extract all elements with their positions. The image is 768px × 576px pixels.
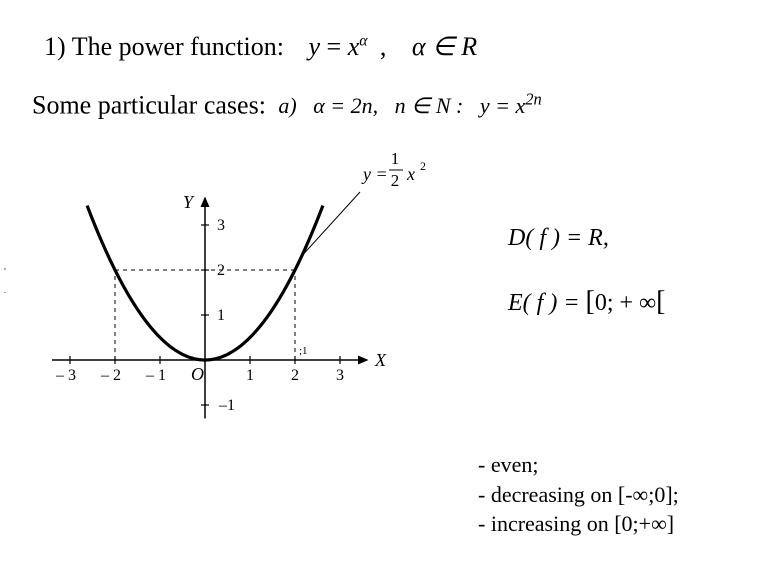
svg-text:1: 1 <box>391 149 400 168</box>
svg-text:O: O <box>191 364 204 384</box>
chart-svg: – 3– 2– 1123–1123OXY1y = 2 x2;1 <box>30 140 450 430</box>
svg-text:2: 2 <box>291 367 299 384</box>
prop-even: - even; <box>478 450 679 480</box>
subtitle-text: Some particular cases: <box>32 90 266 119</box>
svg-text:1: 1 <box>246 367 254 384</box>
parabola-chart: – 3– 2– 1123–1123OXY1y = 2 x2;1 <box>30 140 450 430</box>
svg-text:;1: ;1 <box>299 345 308 357</box>
svg-text:y =: y = <box>361 164 388 184</box>
svg-text:3: 3 <box>217 217 225 234</box>
prop-decreasing: - decreasing on [-∞;0]; <box>478 480 679 510</box>
domain-text: D( f ) = R, <box>508 210 665 268</box>
svg-text:3: 3 <box>336 367 344 384</box>
svg-text:– 3: – 3 <box>55 367 76 384</box>
title-formula: y = xα , α ∈ R <box>308 32 477 61</box>
title-text: The power function: <box>72 32 284 61</box>
svg-text:– 2: – 2 <box>100 367 121 384</box>
svg-text:1: 1 <box>217 307 225 324</box>
subtitle-case: a) α = 2n, n ∈ N : y = x2n <box>278 93 541 118</box>
properties-list: - even; - decreasing on [-∞;0]; - increa… <box>478 450 679 539</box>
subtitle-line: Some particular cases: a) α = 2n, n ∈ N … <box>32 90 542 120</box>
svg-text:2: 2 <box>420 159 426 173</box>
title-line: 1) The power function: y = xα , α ∈ R <box>44 32 477 62</box>
range-text: E( f ) = [0; + ∞[ <box>508 268 665 335</box>
title-number: 1) <box>44 32 66 61</box>
prop-increasing: - increasing on [0;+∞] <box>478 509 679 539</box>
svg-text:x: x <box>406 164 415 184</box>
svg-text:X: X <box>374 350 387 370</box>
svg-text:2: 2 <box>391 171 400 190</box>
stray-marks: ,. <box>4 255 6 303</box>
svg-text:–1: –1 <box>218 397 235 414</box>
svg-text:– 1: – 1 <box>145 367 166 384</box>
domain-range-block: D( f ) = R, E( f ) = [0; + ∞[ <box>508 210 665 335</box>
svg-text:Y: Y <box>183 192 195 212</box>
